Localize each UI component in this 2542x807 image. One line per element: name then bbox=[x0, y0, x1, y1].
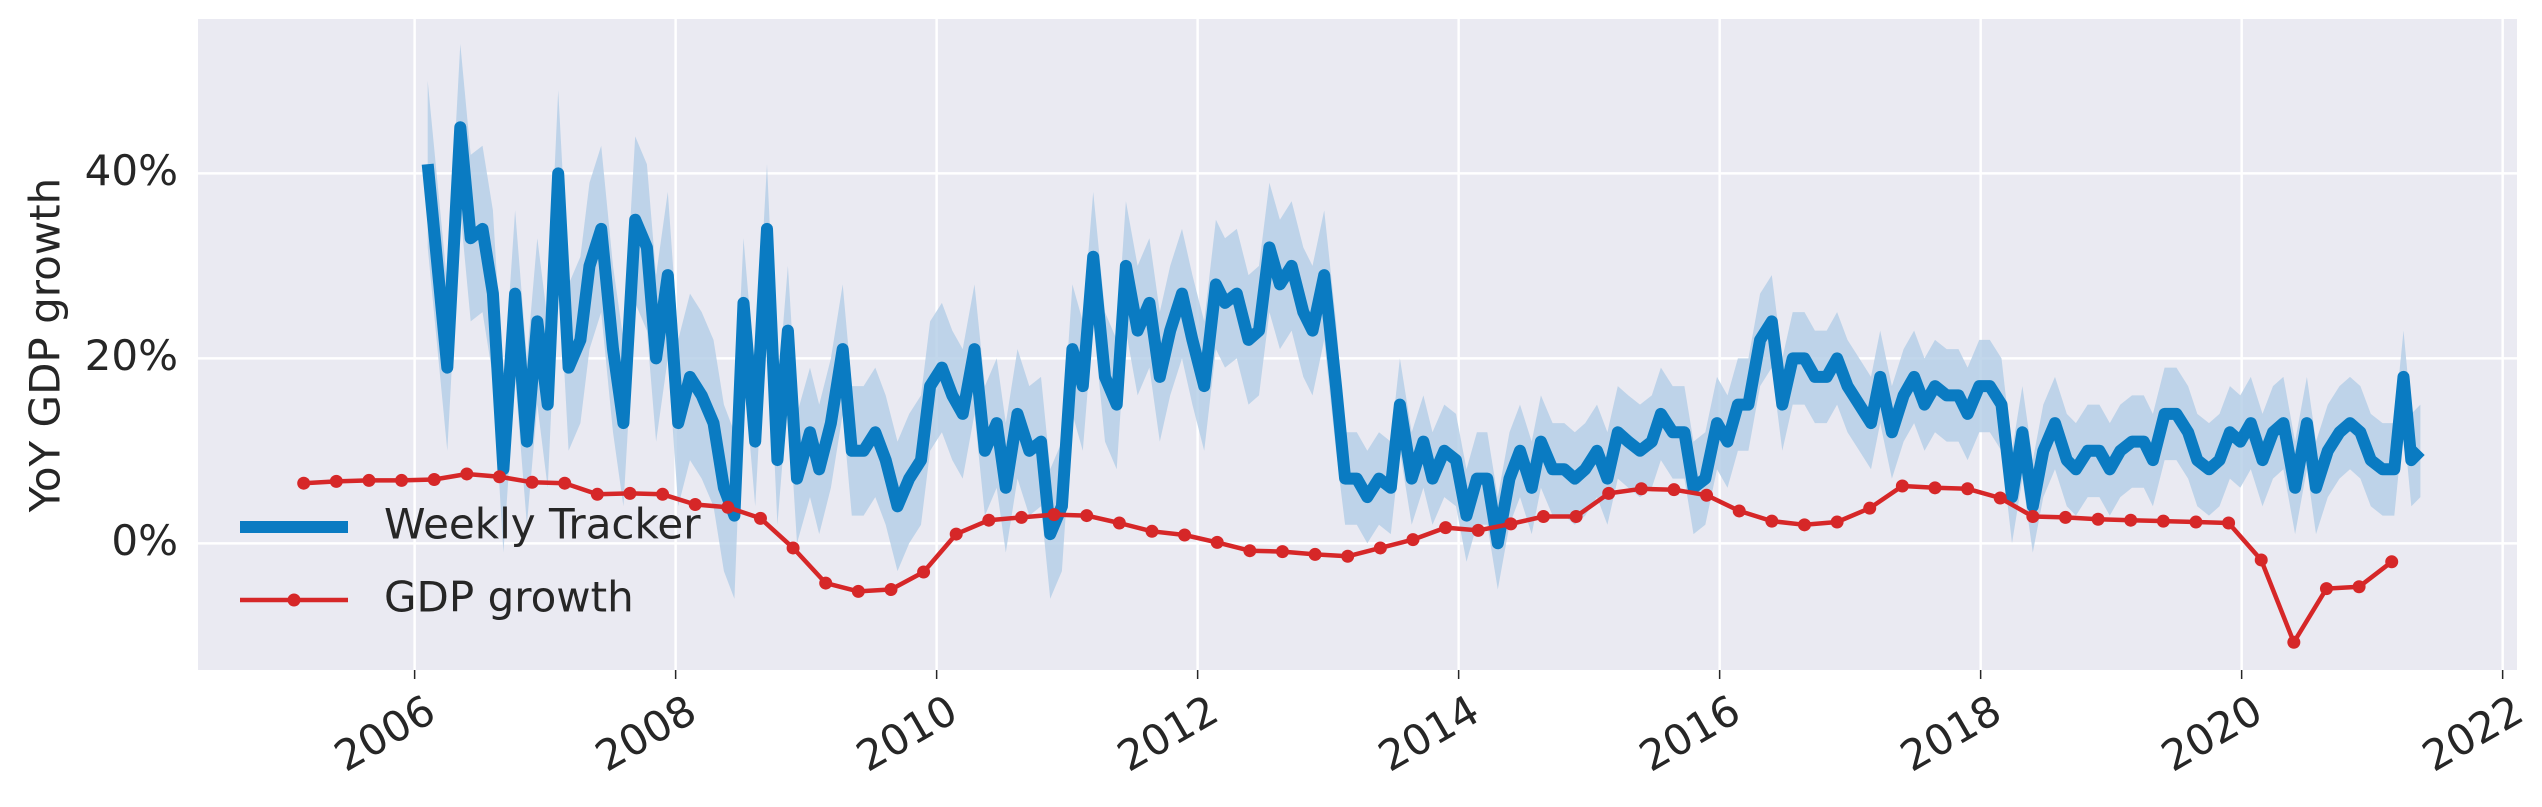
data-point bbox=[949, 527, 963, 541]
x-tick-label: 2010 bbox=[848, 685, 965, 781]
data-point bbox=[1178, 528, 1192, 542]
data-point bbox=[1765, 514, 1779, 528]
x-tick-label: 2016 bbox=[1631, 685, 1748, 781]
x-tick-label: 2020 bbox=[2153, 685, 2270, 781]
series-line bbox=[421, 121, 2425, 550]
data-point bbox=[982, 513, 996, 527]
data-point bbox=[297, 476, 311, 490]
x-tick-label: 2014 bbox=[1370, 685, 1487, 781]
data-point bbox=[1406, 533, 1420, 547]
data-point bbox=[1112, 516, 1126, 530]
data-point bbox=[1700, 488, 1714, 502]
y-tick-label: 40% bbox=[85, 146, 178, 195]
y-tick-label: 20% bbox=[85, 331, 178, 380]
data-point bbox=[1439, 521, 1453, 535]
data-point bbox=[1504, 517, 1518, 531]
data-point bbox=[1080, 509, 1094, 523]
data-point bbox=[2189, 515, 2203, 529]
data-point bbox=[329, 474, 343, 488]
data-point bbox=[786, 541, 800, 555]
data-point bbox=[1569, 509, 1583, 523]
data-point bbox=[753, 511, 767, 525]
data-point bbox=[1243, 544, 1257, 558]
data-point bbox=[1047, 508, 1061, 522]
data-point bbox=[1145, 524, 1159, 538]
data-point bbox=[1797, 518, 1811, 532]
data-point bbox=[2058, 510, 2072, 524]
data-point bbox=[460, 467, 474, 481]
data-point bbox=[590, 487, 604, 501]
x-tick-label: 2012 bbox=[1109, 685, 1226, 781]
data-point bbox=[884, 583, 898, 597]
data-point bbox=[2156, 514, 2170, 528]
data-point bbox=[1830, 515, 1844, 529]
x-tick-label: 2008 bbox=[587, 685, 704, 781]
data-point bbox=[2124, 513, 2138, 527]
data-point bbox=[623, 486, 637, 500]
data-point bbox=[1667, 483, 1681, 497]
data-point bbox=[2287, 635, 2301, 649]
data-point bbox=[2222, 516, 2236, 530]
data-point bbox=[656, 487, 670, 501]
data-point bbox=[819, 576, 833, 590]
data-point bbox=[1275, 545, 1289, 559]
data-point bbox=[917, 565, 931, 579]
data-point bbox=[851, 584, 865, 598]
data-point bbox=[2254, 553, 2268, 567]
legend-label: Weekly Tracker bbox=[384, 500, 701, 549]
data-point bbox=[1634, 482, 1648, 496]
data-point bbox=[2319, 582, 2333, 596]
data-point bbox=[1308, 547, 1322, 561]
data-point bbox=[2352, 580, 2366, 594]
data-point bbox=[1732, 504, 1746, 518]
data-point bbox=[1341, 549, 1355, 563]
data-point bbox=[492, 470, 506, 484]
legend-label: GDP growth bbox=[384, 573, 634, 622]
data-point bbox=[1895, 479, 1909, 493]
data-point bbox=[395, 473, 409, 487]
data-point bbox=[427, 473, 441, 487]
data-point bbox=[1602, 486, 1616, 500]
data-point bbox=[1373, 541, 1387, 555]
data-point bbox=[1993, 491, 2007, 505]
y-axis-label: YoY GDP growth bbox=[21, 178, 70, 513]
data-point bbox=[558, 476, 572, 490]
x-tick-label: 2022 bbox=[2414, 685, 2531, 781]
data-point bbox=[688, 497, 702, 511]
legend-marker bbox=[287, 593, 301, 607]
data-point bbox=[1471, 523, 1485, 537]
data-point bbox=[1210, 535, 1224, 549]
x-tick-label: 2018 bbox=[1892, 685, 2009, 781]
data-point bbox=[721, 500, 735, 514]
x-tick-label: 2006 bbox=[326, 685, 443, 781]
data-point bbox=[1014, 510, 1028, 524]
y-tick-label: 0% bbox=[111, 516, 178, 565]
data-point bbox=[2091, 512, 2105, 526]
data-point bbox=[2385, 555, 2399, 569]
data-point bbox=[1961, 482, 1975, 496]
data-point bbox=[1928, 481, 1942, 495]
data-point bbox=[362, 473, 376, 487]
data-point bbox=[525, 475, 539, 489]
data-point bbox=[1536, 509, 1550, 523]
data-point bbox=[2026, 509, 2040, 523]
data-point bbox=[1863, 501, 1877, 515]
